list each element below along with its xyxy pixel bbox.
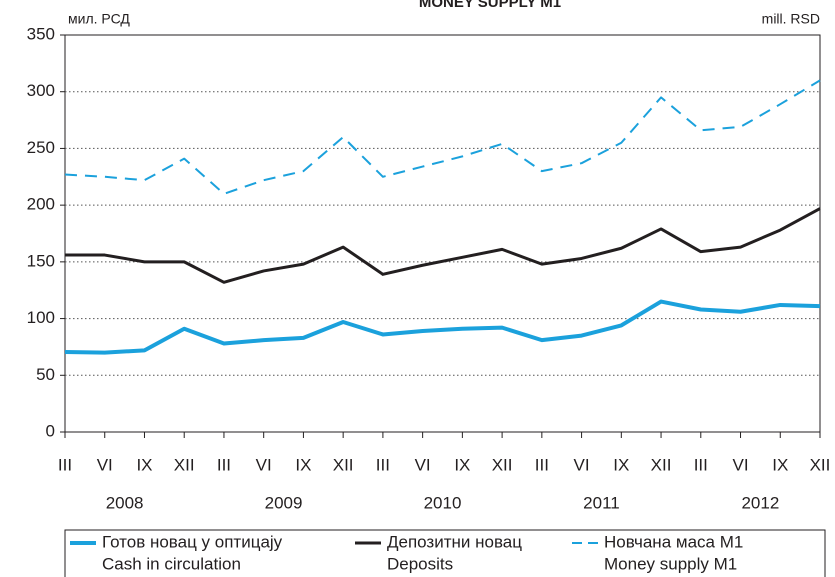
x-tick-label: VI [256, 455, 272, 474]
y-tick-label: 250 [27, 138, 55, 157]
y-tick-label: 350 [27, 24, 55, 43]
x-tick-label: XII [492, 455, 513, 474]
y-tick-label: 50 [36, 365, 55, 384]
x-tick-label: XII [651, 455, 672, 474]
chart-title: MONEY SUPPLY M1 [419, 0, 561, 11]
y-tick-label: 300 [27, 81, 55, 100]
year-label: 2012 [741, 493, 779, 512]
x-tick-label: IX [613, 455, 629, 474]
y-tick-label: 150 [27, 251, 55, 270]
x-tick-label: IX [772, 455, 788, 474]
x-tick-label: XII [810, 455, 831, 474]
x-tick-label: VI [415, 455, 431, 474]
x-tick-label: VI [732, 455, 748, 474]
x-tick-label: IX [136, 455, 152, 474]
series-line [64, 79, 821, 195]
x-tick-label: III [535, 455, 549, 474]
year-label: 2011 [583, 493, 620, 512]
y-unit-right: mill. RSD [762, 11, 820, 27]
legend-label: Готов новац у оптицају [102, 532, 283, 551]
x-tick-label: IX [295, 455, 311, 474]
plot-frame [64, 34, 821, 433]
legend-label-en: Deposits [387, 554, 453, 573]
legend-label: Новчана маса М1 [604, 532, 743, 551]
x-tick-label: XII [174, 455, 195, 474]
year-label: 2009 [265, 493, 303, 512]
x-tick-label: XII [333, 455, 354, 474]
x-tick-label: VI [97, 455, 113, 474]
x-tick-label: III [58, 455, 72, 474]
legend-box [64, 529, 826, 577]
series-line [65, 207, 821, 284]
x-tick-label: III [694, 455, 708, 474]
y-tick-label: 0 [46, 421, 55, 440]
series-line [64, 299, 821, 355]
x-tick-label: III [217, 455, 231, 474]
year-label: 2008 [106, 493, 144, 512]
x-tick-label: III [376, 455, 390, 474]
x-tick-label: IX [454, 455, 470, 474]
year-label: 2010 [424, 493, 462, 512]
legend-label-en: Cash in circulation [102, 554, 241, 573]
x-tick-label: VI [574, 455, 590, 474]
y-unit-left: мил. РСД [68, 11, 130, 27]
y-tick-label: 100 [27, 308, 55, 327]
y-tick-label: 200 [27, 195, 55, 214]
legend-label: Депозитни новац [387, 532, 522, 551]
legend-label-en: Money supply M1 [604, 554, 737, 573]
